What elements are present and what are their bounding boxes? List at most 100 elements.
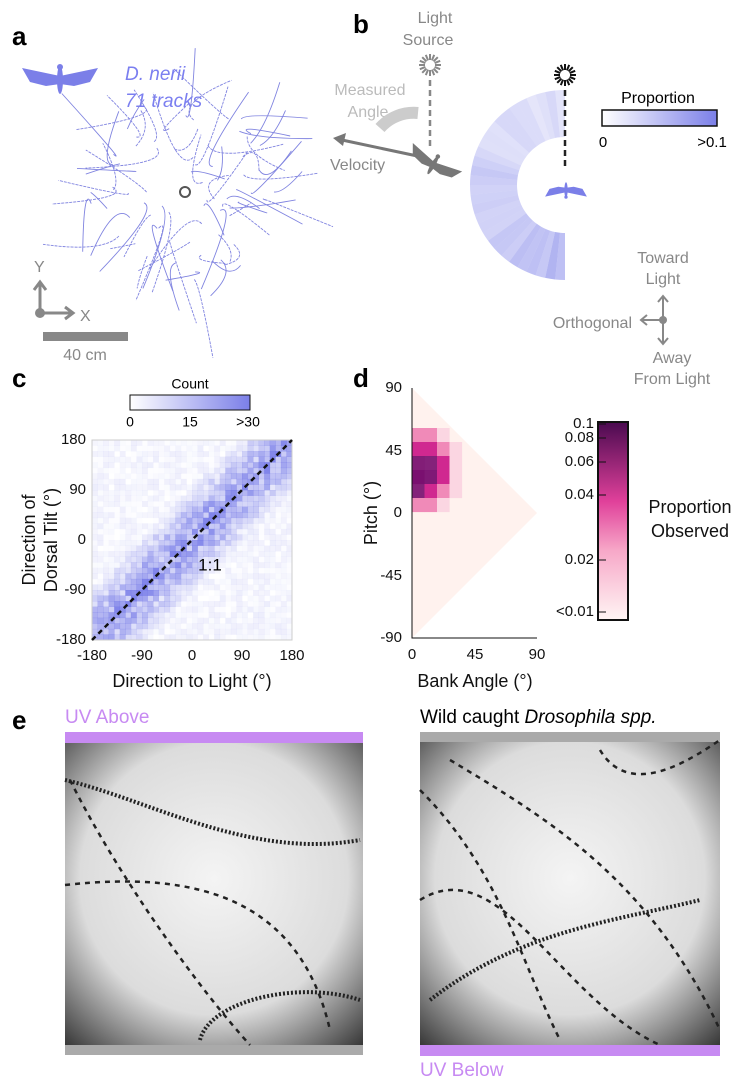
heat-cell: [158, 451, 165, 457]
heat-cell: [253, 445, 259, 452]
heat-cell: [253, 495, 259, 502]
heat-cell: [175, 473, 182, 480]
heat-cell: [153, 512, 159, 519]
heat-cell: [230, 462, 237, 469]
direction-label: From Light: [634, 371, 711, 388]
heat-cell: [130, 523, 137, 530]
heat-cell: [197, 478, 204, 485]
heat-cell: [114, 523, 121, 530]
panel-label: a: [12, 21, 27, 51]
heat-cell: [236, 584, 243, 591]
heat-cell: [125, 495, 132, 502]
heat-cell: [208, 623, 215, 630]
heat-cell: [214, 495, 221, 502]
heat-cell: [119, 467, 126, 474]
heat-cell: [230, 478, 237, 485]
heat-cell: [214, 540, 221, 546]
heat-cell: [158, 523, 165, 530]
heat-cell: [269, 517, 276, 524]
heat-cell: [97, 512, 104, 519]
heat-cell: [269, 484, 276, 491]
heat-cell: [125, 556, 132, 563]
heat-cell: [142, 523, 148, 530]
heat-cell: [108, 595, 115, 602]
heat-cell: [103, 445, 109, 452]
heat-cell: [264, 517, 271, 524]
heat-cell: [242, 578, 248, 585]
heat-cell: [242, 512, 248, 519]
heat-cell: [192, 623, 198, 630]
heat-cell: [97, 473, 104, 480]
colorbar-tick: 0: [126, 414, 134, 430]
heat-cell: [97, 623, 104, 630]
heat-cell: [192, 562, 198, 569]
heat-cell: [125, 512, 131, 518]
heat-cell: [275, 590, 282, 596]
heat-cell: [120, 529, 126, 535]
heat-cell: [153, 462, 159, 468]
heat-cell: [114, 529, 120, 535]
heat-cell: [186, 567, 193, 574]
heat-cell: [230, 490, 237, 496]
heat-cell: [158, 440, 165, 446]
heat-cell: [92, 446, 98, 452]
heat-cell: [225, 584, 232, 591]
heat-cell: [175, 528, 182, 535]
track: [190, 170, 225, 180]
heat-cell: [147, 601, 154, 607]
heat-cell: [258, 578, 265, 585]
heat-cell: [109, 468, 115, 474]
heat-cell: [269, 556, 276, 563]
heat-cell: [114, 595, 121, 602]
heat-cell: [214, 445, 221, 452]
heat-cell: [275, 445, 282, 452]
heat-cell: [269, 445, 276, 452]
heat-cell: [286, 518, 292, 524]
heat-cell: [103, 573, 109, 580]
heat-cell: [103, 440, 109, 446]
heat-cell: [125, 462, 132, 469]
heat-cell: [136, 540, 143, 546]
heat-cell: [147, 628, 154, 635]
heat-cell: [230, 573, 237, 580]
heat-cell: [153, 445, 159, 452]
heat-cell: [253, 567, 259, 574]
track: [173, 68, 229, 120]
heat-cell: [97, 556, 104, 563]
heat-cell: [158, 551, 165, 557]
heat-cell: [180, 478, 187, 485]
heat-cell: [92, 490, 98, 496]
heat-cell: [180, 628, 187, 635]
heat-cell: [125, 617, 132, 624]
heat-cell: [258, 551, 265, 557]
heat-cell: [181, 490, 187, 496]
heat-cell: [153, 545, 159, 552]
heat-cell: [230, 451, 237, 457]
heat-cell: [197, 495, 204, 502]
heat-cell: [242, 634, 248, 641]
heat-cell: [203, 607, 209, 613]
heat-cell: [253, 534, 259, 541]
heat-cell: [286, 595, 293, 602]
heat-cell: [97, 551, 104, 557]
heat-cell: [412, 498, 425, 513]
heat-cell: [169, 517, 176, 524]
heat-cell: [164, 534, 171, 541]
y-tick-label: 180: [61, 431, 86, 448]
heat-cell: [225, 495, 232, 502]
heat-cell: [136, 612, 143, 619]
heat-cell: [437, 428, 450, 443]
heat-cell: [269, 584, 276, 591]
heat-cell: [197, 451, 204, 457]
heat-cell: [114, 556, 121, 563]
heat-cell: [219, 578, 226, 585]
heat-cell: [208, 584, 215, 591]
heat-cell: [169, 540, 176, 546]
heat-cell: [192, 478, 198, 485]
heat-cell: [286, 584, 292, 590]
heat-cell: [203, 501, 209, 507]
heat-cell: [424, 456, 438, 471]
heat-cell: [236, 573, 243, 580]
ring-wedge: [526, 228, 551, 276]
heat-cell: [231, 601, 237, 607]
